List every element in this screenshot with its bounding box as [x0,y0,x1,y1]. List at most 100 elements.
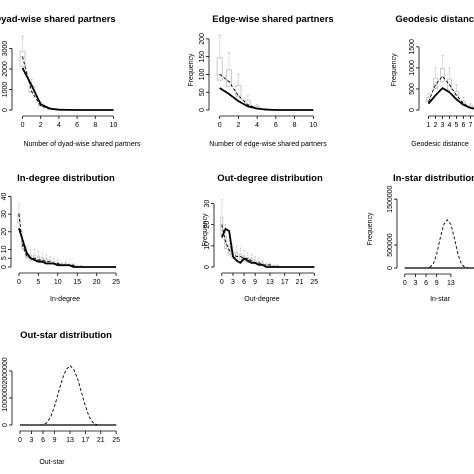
x-tick-label: 7 [469,122,473,129]
x-tick-label: 6 [41,437,45,444]
x-tick-label: 3 [441,122,445,129]
x-tick-label: 3 [231,279,235,286]
x-tick-label: 10 [54,279,62,286]
y-tick-label: 5 [1,256,8,260]
x-tick-label: 25 [112,437,120,444]
x-tick-label: 0 [21,122,25,129]
y-tick-label: 500000 [387,233,394,256]
y-tick-label: 30 [204,200,211,208]
observed-line [18,227,117,268]
y-tick-label: 10 [204,242,211,250]
y-tick-label: 150 [199,51,206,63]
y-tick-label: 0 [409,108,416,112]
sim-box [440,68,445,83]
y-tick-label: 1000 [2,82,9,98]
panel-edge: Edge-wise shared partners Number of edge-… [188,14,334,148]
y-tick-label: 40 [1,193,8,201]
x-tick-label: 0 [17,279,21,286]
y-tick-label: 10 [1,245,8,253]
x-axis-label: Number of edge-wise shared partners [209,141,327,148]
y-tick-label: 0 [2,423,9,427]
sim-box [235,85,242,98]
x-tick-label: 20 [93,279,101,286]
x-tick-label: 0 [220,279,224,286]
x-tick-label: 8 [293,122,297,129]
x-tick-label: 21 [97,437,105,444]
panel-indeg: In-degree distribution In-degree 0 5 10 20 30 4… [1,173,120,303]
observed-line [219,87,314,111]
x-tick-label: 2 [236,122,240,129]
x-axis-label: Geodesic distance [411,141,469,148]
y-axis-label: Frequency [188,53,195,87]
simulated-line [428,75,474,109]
panel-title: Dyad-wise shared partners [0,14,116,25]
panel-outstar: Out-star distribution Out-star 0 1000000200… [2,330,120,466]
panel-instar: In-star distribution In-star Frequency 0 500… [367,173,474,303]
panel-title: Out-degree distribution [217,173,323,184]
x-tick-label: 21 [296,279,304,286]
simulated-line [219,74,314,111]
x-tick-label: 2 [39,122,43,129]
y-tick-label: 3000 [2,41,9,57]
y-tick-label: 1500 [409,39,416,55]
observed-line [21,67,114,111]
observed-line [220,227,315,268]
panel-title: In-star distribution [393,173,474,184]
x-tick-label: 0 [18,437,22,444]
x-tick-label: 4 [255,122,259,129]
y-tick-label: 50 [199,88,206,96]
y-tick-label: 0 [387,266,394,270]
y-tick-label: 0 [199,108,206,112]
y-tick-label: 0 [2,108,9,112]
x-tick-label: 0 [218,122,222,129]
x-tick-label: 25 [310,279,318,286]
x-tick-label: 13 [66,437,74,444]
panel-outdeg: Out-degree distribution Out-degree Frequen… [202,173,323,303]
observed-line [427,86,474,110]
sim-box [216,57,223,81]
x-tick-label: 6 [462,122,466,129]
x-tick-label: 2 [434,122,438,129]
simulated-line [19,364,117,426]
x-tick-label: 6 [242,279,246,286]
x-tick-label: 9 [435,280,439,287]
panel-dyad: Dyad-wise shared partners Number of dyad-… [0,14,141,148]
y-tick-label: 200 [199,33,206,45]
x-tick-label: 6 [75,122,79,129]
sim-box [426,97,431,103]
simulated-line [22,56,114,111]
x-tick-label: 17 [281,279,289,286]
x-tick-label: 3 [413,280,417,287]
x-axis-label: Number of dyad-wise shared partners [23,141,141,148]
x-tick-label: 6 [274,122,278,129]
panel-title: Geodesic distances [395,14,474,25]
sim-box [224,236,227,249]
y-tick-label: 2000 [2,61,9,77]
sim-box [226,69,233,88]
panel-geo: Geodesic distances Geodesic distance Frequ… [391,14,474,148]
x-tick-label: 17 [81,437,89,444]
y-axis-label: Frequency [202,213,209,247]
x-tick-label: 5 [455,122,459,129]
y-tick-label: 500 [409,83,416,95]
y-axis-label: Frequency [391,53,398,87]
x-tick-label: 8 [93,122,97,129]
y-tick-label: 1000000 [2,384,9,411]
x-tick-label: 0 [403,280,407,287]
simulated-line [404,219,474,269]
x-tick-label: 25 [112,279,120,286]
sim-box [17,213,21,224]
x-tick-label: 13 [266,279,274,286]
x-tick-label: 4 [57,122,61,129]
x-axis-label: Out-star [39,459,65,466]
x-tick-label: 15 [73,279,81,286]
x-axis-label: In-star [430,296,451,303]
x-tick-label: 9 [53,437,57,444]
x-tick-label: 1 [427,122,431,129]
x-tick-label: 10 [110,122,118,129]
panel-title: In-degree distribution [17,173,115,184]
x-tick-label: 13 [447,280,455,287]
x-tick-label: 5 [36,279,40,286]
x-tick-label: 4 [448,122,452,129]
